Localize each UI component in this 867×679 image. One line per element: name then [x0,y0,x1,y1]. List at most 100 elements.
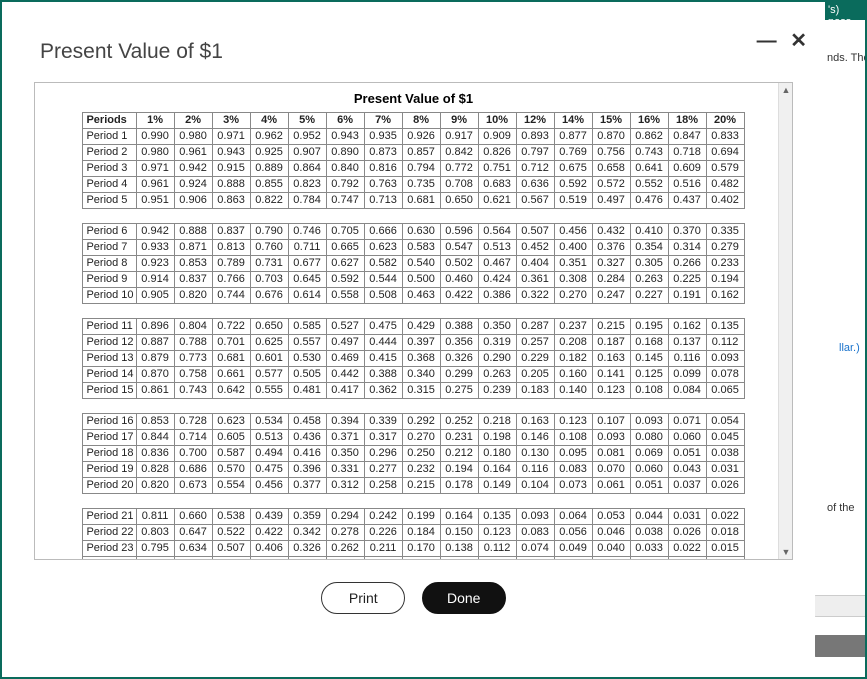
scrollbar-track[interactable]: ▲ ▼ [778,83,792,559]
pv-cell: 0.887 [136,335,174,351]
pv-cell: 0.790 [250,224,288,240]
pv-cell: 0.820 [174,288,212,304]
print-button[interactable]: Print [321,582,405,614]
period-label: Period 24 [83,557,136,561]
pv-cell: 0.158 [402,557,440,561]
pv-cell: 0.362 [364,383,402,399]
done-button[interactable]: Done [422,582,506,614]
pv-cell: 0.322 [516,288,554,304]
pv-cell: 0.743 [174,383,212,399]
pv-cell: 0.853 [136,414,174,430]
pv-cell: 0.051 [668,446,706,462]
pv-cell: 0.102 [478,557,516,561]
pv-cell: 0.080 [630,430,668,446]
pv-cell: 0.888 [212,177,250,193]
pv-cell: 0.481 [288,383,326,399]
pv-cell: 0.888 [174,224,212,240]
pv-cell: 0.766 [212,272,250,288]
pv-cell: 0.310 [288,557,326,561]
pv-cell: 0.138 [440,541,478,557]
pv-cell: 0.070 [592,462,630,478]
pv-cell: 0.773 [174,351,212,367]
pv-cell: 0.917 [440,129,478,145]
col-rate: 9% [440,113,478,129]
pv-cell: 0.053 [592,509,630,525]
pv-cell: 0.456 [250,478,288,494]
col-rate: 2% [174,113,212,129]
table-row: Period 130.8790.7730.6810.6010.5300.4690… [83,351,744,367]
pv-cell: 0.665 [326,240,364,256]
pv-cell: 0.163 [592,351,630,367]
pv-cell: 0.557 [288,335,326,351]
pv-cell: 0.164 [478,462,516,478]
pv-cell: 0.084 [668,383,706,399]
pv-cell: 0.035 [592,557,630,561]
table-row: Period 210.8110.6600.5380.4390.3590.2940… [83,509,744,525]
pv-cell: 0.641 [630,161,668,177]
period-label: Period 14 [83,367,136,383]
pv-cell: 0.933 [136,240,174,256]
pv-cell: 0.069 [630,446,668,462]
pv-cell: 0.747 [326,193,364,209]
pv-cell: 0.623 [212,414,250,430]
pv-cell: 0.182 [554,351,592,367]
pv-cell: 0.508 [364,288,402,304]
pv-cell: 0.198 [478,430,516,446]
table-row: Period 50.9510.9060.8630.8220.7840.7470.… [83,193,744,209]
pv-cell: 0.926 [402,129,440,145]
pv-cell: 0.540 [402,256,440,272]
pv-cell: 0.592 [554,177,592,193]
period-label: Period 23 [83,541,136,557]
pv-cell: 0.145 [630,351,668,367]
pv-cell: 0.327 [592,256,630,272]
pv-cell: 0.567 [516,193,554,209]
col-rate: 10% [478,113,516,129]
pv-cell: 0.896 [136,319,174,335]
pv-cell: 0.703 [250,272,288,288]
pv-cell: 0.123 [592,383,630,399]
pv-cell: 0.661 [212,367,250,383]
period-label: Period 17 [83,430,136,446]
scroll-down-icon[interactable]: ▼ [779,545,793,559]
pv-cell: 0.728 [174,414,212,430]
col-rate: 14% [554,113,592,129]
period-label: Period 15 [83,383,136,399]
pv-cell: 0.162 [706,288,744,304]
pv-cell: 0.505 [288,367,326,383]
bg-text-1: nds. The [825,52,865,64]
pv-cell: 0.406 [250,541,288,557]
pv-cell: 0.877 [554,129,592,145]
pv-cell: 0.135 [706,319,744,335]
pv-cell: 0.596 [440,224,478,240]
pv-cell: 0.287 [516,319,554,335]
pv-cell: 0.712 [516,161,554,177]
pv-cell: 0.163 [516,414,554,430]
pv-cell: 0.233 [706,256,744,272]
pv-cell: 0.108 [554,430,592,446]
pv-cell: 0.141 [592,367,630,383]
pv-cell: 0.666 [364,224,402,240]
pv-cell: 0.614 [288,288,326,304]
pv-cell: 0.826 [478,145,516,161]
pv-cell: 0.797 [516,145,554,161]
bg-button-dark [813,635,865,657]
pv-cell: 0.294 [326,509,364,525]
pv-cell: 0.215 [402,478,440,494]
pv-cell: 0.376 [592,240,630,256]
pv-cell: 0.855 [250,177,288,193]
pv-cell: 0.187 [592,335,630,351]
minimize-icon[interactable]: — [757,30,777,52]
period-label: Period 8 [83,256,136,272]
pv-cell: 0.308 [554,272,592,288]
pv-cell: 0.278 [326,525,364,541]
pv-cell: 0.146 [516,430,554,446]
pv-cell: 0.137 [668,335,706,351]
pv-cell: 0.971 [212,129,250,145]
pv-cell: 0.914 [136,272,174,288]
close-icon[interactable]: ✕ [790,30,807,52]
pv-cell: 0.497 [326,335,364,351]
pv-cell: 0.701 [212,335,250,351]
scroll-up-icon[interactable]: ▲ [779,83,793,97]
pv-cell: 0.099 [668,367,706,383]
pv-cell: 0.429 [402,319,440,335]
